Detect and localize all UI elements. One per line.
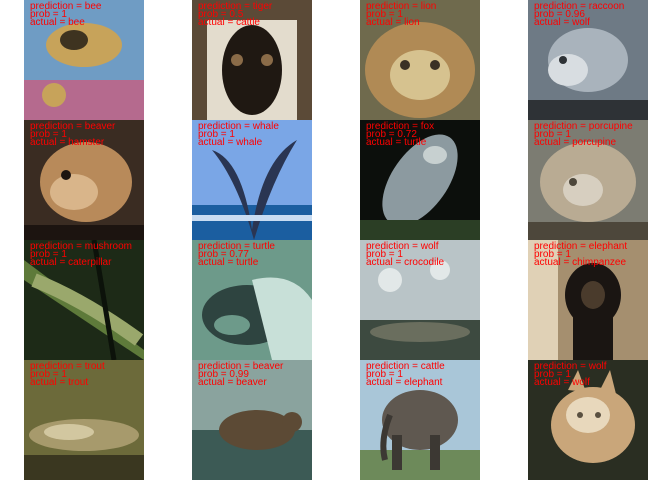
prob-label: prob = 0.5 [198, 9, 244, 20]
actual-label: actual = wolf [534, 377, 590, 388]
prob-label: prob = 1 [366, 249, 403, 260]
image-panel: prediction = fox prob = 0.72 actual = tu… [360, 120, 480, 240]
panel-caption: prediction = bee prob = 1 actual = bee [30, 1, 102, 28]
panel-image [360, 0, 480, 120]
actual-label: actual = cattle [198, 17, 260, 28]
panel-caption: prediction = wolf prob = 1 actual = wolf [534, 361, 607, 388]
panel-image [192, 0, 312, 120]
panel-caption: prediction = porcupine prob = 1 actual =… [534, 121, 633, 148]
panel-image [192, 360, 312, 480]
panel-image [528, 0, 648, 120]
panel-caption: prediction = turtle prob = 0.77 actual =… [198, 241, 275, 268]
panel-caption: prediction = mushroom prob = 1 actual = … [30, 241, 132, 268]
panel-image [24, 0, 144, 120]
panel-image [192, 120, 312, 240]
panel-caption: prediction = trout prob = 1 actual = tro… [30, 361, 105, 388]
prediction-label: prediction = mushroom [30, 241, 132, 252]
actual-label: actual = crocodile [366, 257, 445, 268]
panel-image [528, 120, 648, 240]
panel-image [24, 240, 144, 360]
actual-label: actual = trout [30, 377, 89, 388]
image-panel: prediction = raccoon prob = 0.96 actual … [528, 0, 648, 120]
image-panel: prediction = turtle prob = 0.77 actual =… [192, 240, 312, 360]
prediction-label: prediction = wolf [366, 241, 439, 252]
actual-label: actual = porcupine [534, 137, 617, 148]
image-panel: prediction = lion prob = 1 actual = lion [360, 0, 480, 120]
image-panel: prediction = tiger prob = 0.5 actual = c… [192, 0, 312, 120]
panel-caption: prediction = wolf prob = 1 actual = croc… [366, 241, 445, 268]
image-panel: prediction = wolf prob = 1 actual = wolf [528, 360, 648, 480]
panel-image [24, 360, 144, 480]
panel-image [528, 360, 648, 480]
prob-label: prob = 0.99 [198, 369, 249, 380]
image-panel: prediction = trout prob = 1 actual = tro… [24, 360, 144, 480]
actual-label: actual = caterpillar [30, 257, 112, 268]
actual-label: actual = elephant [366, 377, 443, 388]
prob-label: prob = 1 [366, 369, 403, 380]
prediction-label: prediction = raccoon [534, 1, 625, 12]
prediction-label: prediction = beaver [198, 361, 284, 372]
panel-caption: prediction = whale prob = 1 actual = wha… [198, 121, 279, 148]
prediction-label: prediction = fox [366, 121, 435, 132]
prediction-label: prediction = bee [30, 1, 102, 12]
prob-label: prob = 1 [534, 249, 571, 260]
image-panel: prediction = bee prob = 1 actual = bee [24, 0, 144, 120]
panel-caption: prediction = tiger prob = 0.5 actual = c… [198, 1, 273, 28]
actual-label: actual = chimpanzee [534, 257, 627, 268]
image-panel: prediction = beaver prob = 0.99 actual =… [192, 360, 312, 480]
image-panel: prediction = porcupine prob = 1 actual =… [528, 120, 648, 240]
prob-label: prob = 1 [30, 249, 67, 260]
prob-label: prob = 1 [30, 369, 67, 380]
panel-image [192, 240, 312, 360]
panel-image [360, 360, 480, 480]
prob-label: prob = 1 [534, 369, 571, 380]
panel-caption: prediction = lion prob = 1 actual = lion [366, 1, 437, 28]
image-panel: prediction = wolf prob = 1 actual = croc… [360, 240, 480, 360]
prob-label: prob = 0.72 [366, 129, 417, 140]
image-panel: prediction = whale prob = 1 actual = wha… [192, 120, 312, 240]
prediction-label: prediction = lion [366, 1, 437, 12]
prediction-label: prediction = whale [198, 121, 279, 132]
prob-label: prob = 1 [30, 9, 67, 20]
actual-label: actual = lion [366, 17, 420, 28]
prediction-label: prediction = wolf [534, 361, 607, 372]
panel-image [24, 120, 144, 240]
image-panel: prediction = mushroom prob = 1 actual = … [24, 240, 144, 360]
image-panel: prediction = cattle prob = 1 actual = el… [360, 360, 480, 480]
prediction-label: prediction = elephant [534, 241, 628, 252]
prob-label: prob = 0.96 [534, 9, 585, 20]
panel-caption: prediction = cattle prob = 1 actual = el… [366, 361, 445, 388]
actual-label: actual = hamster [30, 137, 105, 148]
image-panel: prediction = elephant prob = 1 actual = … [528, 240, 648, 360]
prob-label: prob = 1 [30, 129, 67, 140]
panel-image [360, 120, 480, 240]
prediction-label: prediction = turtle [198, 241, 275, 252]
prob-label: prob = 1 [198, 129, 235, 140]
actual-label: actual = whale [198, 137, 263, 148]
actual-label: actual = turtle [198, 257, 259, 268]
prob-label: prob = 0.77 [198, 249, 249, 260]
panel-caption: prediction = beaver prob = 1 actual = ha… [30, 121, 116, 148]
panel-caption: prediction = fox prob = 0.72 actual = tu… [366, 121, 435, 148]
panel-caption: prediction = raccoon prob = 0.96 actual … [534, 1, 625, 28]
prediction-label: prediction = tiger [198, 1, 273, 12]
actual-label: actual = beaver [198, 377, 267, 388]
panel-image [528, 240, 648, 360]
prob-label: prob = 1 [534, 129, 571, 140]
prediction-label: prediction = porcupine [534, 121, 633, 132]
image-panel: prediction = beaver prob = 1 actual = ha… [24, 120, 144, 240]
prob-label: prob = 1 [366, 9, 403, 20]
actual-label: actual = bee [30, 17, 85, 28]
prediction-label: prediction = trout [30, 361, 105, 372]
prediction-label: prediction = beaver [30, 121, 116, 132]
panel-image [360, 240, 480, 360]
actual-label: actual = turtle [366, 137, 427, 148]
prediction-label: prediction = cattle [366, 361, 445, 372]
panel-caption: prediction = elephant prob = 1 actual = … [534, 241, 628, 268]
actual-label: actual = wolf [534, 17, 590, 28]
panel-caption: prediction = beaver prob = 0.99 actual =… [198, 361, 284, 388]
